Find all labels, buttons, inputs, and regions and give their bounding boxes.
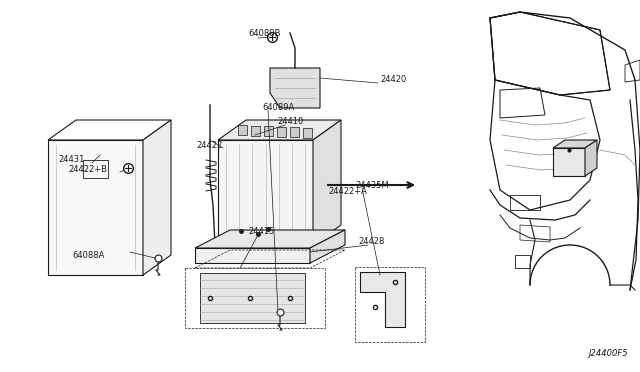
Polygon shape [83, 160, 108, 178]
Polygon shape [310, 230, 345, 263]
Polygon shape [553, 148, 585, 176]
Polygon shape [585, 140, 597, 176]
Polygon shape [360, 272, 405, 327]
Polygon shape [200, 273, 305, 323]
Text: 24415: 24415 [248, 228, 275, 237]
Polygon shape [218, 120, 341, 140]
Text: 24435M: 24435M [355, 180, 388, 189]
Text: 64088B: 64088B [248, 29, 280, 38]
Text: 24420: 24420 [380, 76, 406, 84]
Polygon shape [218, 140, 313, 245]
Text: 24422: 24422 [196, 141, 222, 150]
Text: 64089A: 64089A [262, 103, 294, 112]
Text: 24428: 24428 [358, 237, 385, 247]
Polygon shape [252, 125, 260, 135]
Polygon shape [239, 125, 248, 135]
Text: 24410: 24410 [277, 118, 303, 126]
Text: 64088A: 64088A [72, 250, 104, 260]
Polygon shape [303, 128, 312, 138]
Polygon shape [291, 127, 300, 137]
Polygon shape [553, 140, 597, 148]
Polygon shape [264, 126, 273, 136]
Polygon shape [313, 120, 341, 245]
Text: 24431: 24431 [58, 155, 84, 164]
Polygon shape [48, 140, 143, 275]
Text: 24422+B: 24422+B [68, 166, 107, 174]
Text: J24400F5: J24400F5 [588, 349, 628, 358]
Polygon shape [277, 126, 287, 137]
Polygon shape [195, 248, 310, 263]
Text: 24422+A: 24422+A [328, 187, 367, 196]
Polygon shape [270, 68, 320, 108]
Polygon shape [195, 230, 345, 248]
Polygon shape [143, 120, 171, 275]
